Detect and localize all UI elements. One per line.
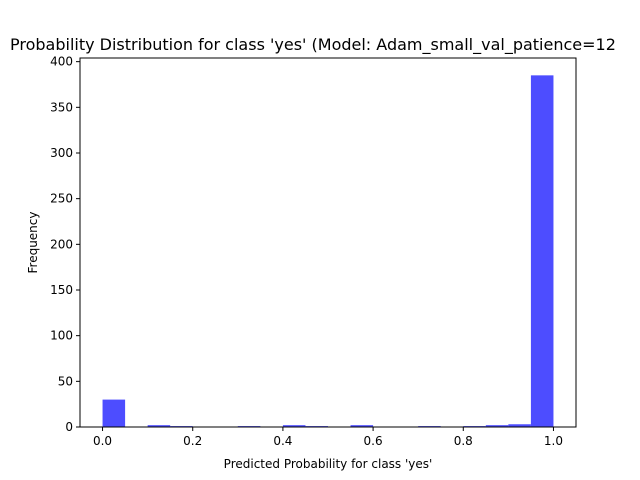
x-tick-label: 0.2 bbox=[183, 434, 202, 448]
histogram-bar bbox=[282, 425, 306, 427]
plot-frame bbox=[79, 57, 577, 428]
x-axis: 0.0 0.2 0.4 0.6 0.8 1.0 bbox=[93, 427, 563, 448]
y-tick-label: 300 bbox=[50, 146, 73, 160]
y-tick-label: 350 bbox=[50, 100, 73, 114]
y-axis-label: Frequency bbox=[26, 212, 40, 274]
x-tick-label: 0.0 bbox=[93, 434, 112, 448]
histogram-bar bbox=[147, 425, 171, 427]
histogram-bar bbox=[508, 424, 531, 427]
y-axis: 0 50 100 150 200 250 300 350 400 bbox=[50, 55, 80, 434]
y-tick-label: 400 bbox=[50, 55, 73, 69]
bars-group bbox=[102, 75, 554, 427]
x-tick-label: 0.8 bbox=[454, 434, 473, 448]
histogram-bar bbox=[530, 75, 554, 427]
x-tick-label: 0.6 bbox=[364, 434, 383, 448]
histogram-bar bbox=[350, 425, 374, 427]
y-tick-label: 150 bbox=[50, 283, 73, 297]
y-tick-label: 50 bbox=[58, 374, 73, 388]
histogram-bar bbox=[485, 425, 509, 427]
y-tick-label: 200 bbox=[50, 237, 73, 251]
x-tick-label: 0.4 bbox=[273, 434, 292, 448]
y-tick-label: 100 bbox=[50, 329, 73, 343]
chart-title: Probability Distribution for class 'yes'… bbox=[10, 35, 616, 55]
x-axis-label: Predicted Probability for class 'yes' bbox=[224, 457, 433, 471]
x-tick-label: 1.0 bbox=[544, 434, 563, 448]
histogram-bar bbox=[102, 399, 126, 427]
y-tick-label: 250 bbox=[50, 192, 73, 206]
y-tick-label: 0 bbox=[65, 420, 73, 434]
